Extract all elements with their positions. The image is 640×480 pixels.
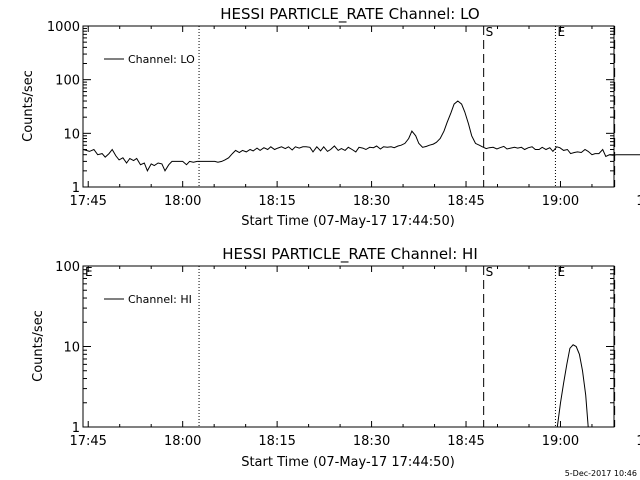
- series-line-hi: [556, 344, 589, 428]
- legend-label: Channel: LO: [128, 53, 195, 66]
- x-axis-ticks: 17:45 18:00 18:15 18:30 18:45 19:00 19:15: [69, 26, 640, 209]
- chart-panel-hi: HESSI PARTICLE_RATE Channel: HI E S E 17:4…: [31, 245, 640, 470]
- y-axis-ticks: 1 10 100: [55, 260, 614, 436]
- series-line-lo: [83, 100, 640, 172]
- y-tick-label: 100: [55, 74, 80, 89]
- y-tick-label: 1: [72, 181, 80, 196]
- x-tick-label: 18:15: [258, 434, 295, 449]
- x-tick-label: 18:45: [447, 194, 484, 209]
- event-marker-label: S: [486, 265, 494, 279]
- x-tick-label: 19:00: [542, 194, 579, 209]
- x-tick-label: 19:15: [636, 194, 640, 209]
- legend-label: Channel: HI: [128, 293, 192, 306]
- x-tick-label: 17:45: [69, 434, 106, 449]
- y-tick-label: 1000: [47, 20, 80, 35]
- x-tick-label: 18:30: [353, 194, 390, 209]
- legend: Channel: HI: [104, 293, 192, 306]
- x-tick-label: 18:00: [164, 434, 201, 449]
- event-marker-label: S: [486, 25, 494, 39]
- y-axis-ticks: 1 10 100 1000: [47, 20, 614, 196]
- x-tick-label: 18:45: [447, 434, 484, 449]
- plot-frame: [82, 265, 615, 428]
- y-tick-label: 10: [63, 341, 80, 356]
- x-tick-label: 18:15: [258, 194, 295, 209]
- y-axis-label: Counts/sec: [31, 310, 46, 382]
- y-tick-label: 100: [55, 260, 80, 275]
- y-tick-label: 1: [72, 421, 80, 436]
- x-axis-label: Start Time (07-May-17 17:44:50): [241, 214, 455, 229]
- y-axis-label: Counts/sec: [21, 70, 36, 142]
- plot-frame: [82, 25, 615, 188]
- legend: Channel: LO: [104, 53, 195, 66]
- x-tick-label: 17:45: [69, 194, 106, 209]
- x-tick-label: 18:30: [353, 434, 390, 449]
- x-tick-label: 19:00: [542, 434, 579, 449]
- y-tick-label: 10: [63, 127, 80, 142]
- x-tick-label: 19:15: [636, 434, 640, 449]
- x-axis-ticks: 17:45 18:00 18:15 18:30 18:45 19:00 19:15: [69, 266, 640, 449]
- event-marker-label: E: [85, 265, 93, 279]
- event-marker-label: E: [557, 265, 565, 279]
- x-tick-label: 18:00: [164, 194, 201, 209]
- event-marker-label: E: [557, 25, 565, 39]
- chart-title: HESSI PARTICLE_RATE Channel: LO: [220, 5, 479, 24]
- x-axis-label: Start Time (07-May-17 17:44:50): [241, 455, 455, 470]
- timestamp: 5-Dec-2017 10:46: [565, 469, 637, 478]
- chart-title: HESSI PARTICLE_RATE Channel: HI: [222, 245, 478, 264]
